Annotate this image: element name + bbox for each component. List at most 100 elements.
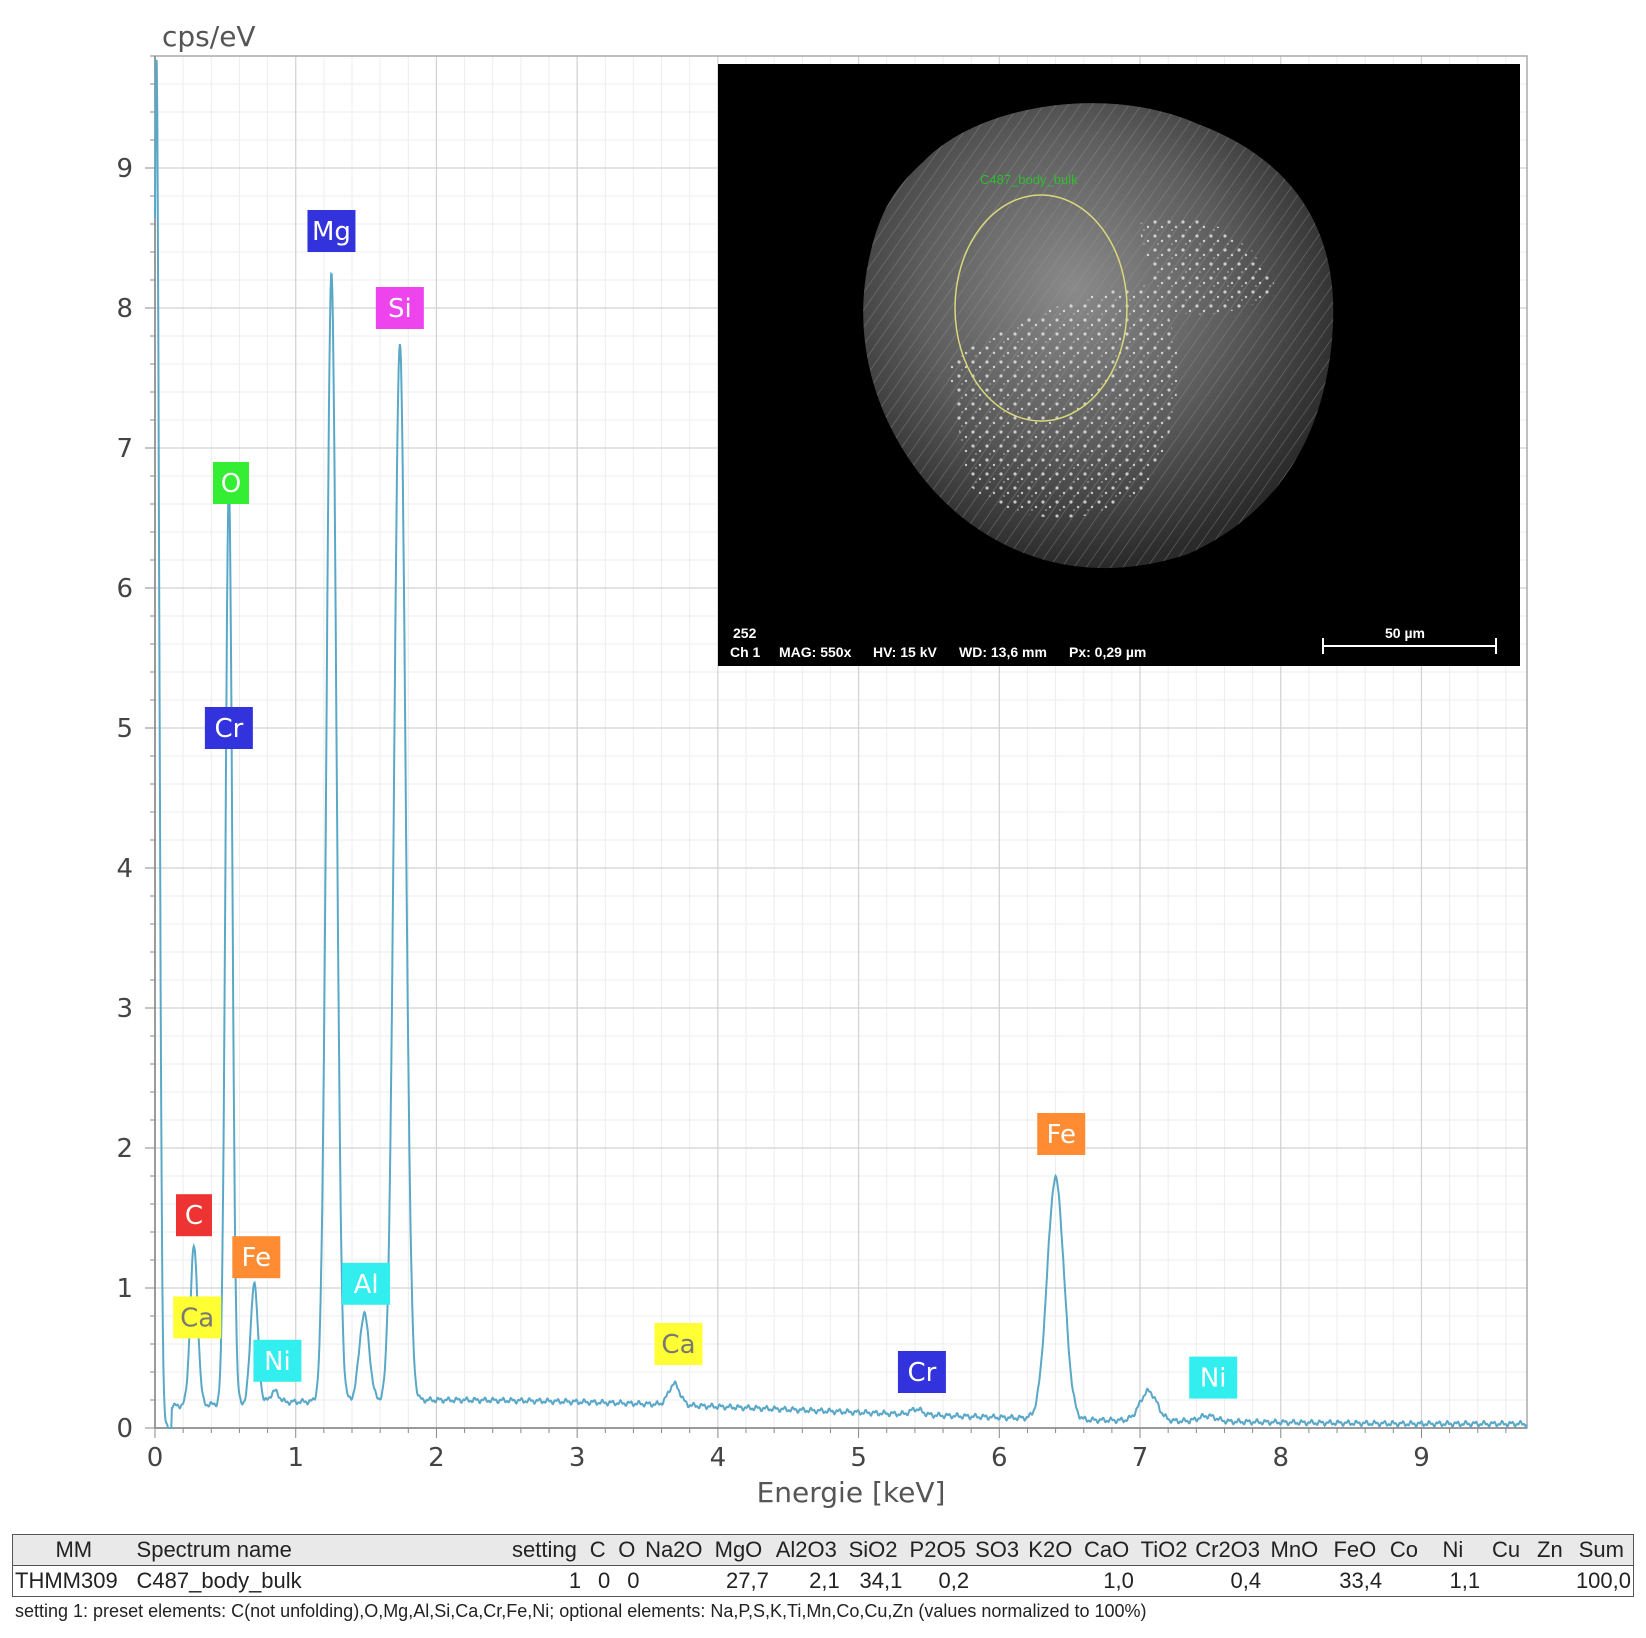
sem-image-number: 252 xyxy=(733,625,757,641)
table-cell: 27,7 xyxy=(706,1565,771,1597)
table-row: THMM309 C487_body_bulk 1 0 0 27,7 2,1 34,1 0,2 1,… xyxy=(11,1565,1634,1597)
table-header-cell: O xyxy=(612,1534,642,1566)
sem-scale-bar-label: 50 µm xyxy=(1385,625,1425,641)
table-header-cell: Ni xyxy=(1423,1534,1483,1566)
svg-text:Fe: Fe xyxy=(1046,1120,1076,1150)
table-header-cell: Al2O3 xyxy=(770,1534,842,1566)
peak-label-o: O xyxy=(212,462,249,504)
y-tick-label: 3 xyxy=(116,994,133,1024)
peak-label-ni: Ni xyxy=(1189,1356,1238,1399)
svg-text:Ni: Ni xyxy=(264,1347,291,1377)
sem-magnification: MAG: 550x xyxy=(779,644,852,660)
table-cell: 1,0 xyxy=(1077,1565,1136,1597)
peak-label-ni: Ni xyxy=(253,1339,302,1382)
table-header-row: MM Spectrum name setting C O Na2O MgO Al2O3 SiO2… xyxy=(11,1534,1634,1566)
x-tick-label: 7 xyxy=(1132,1443,1149,1473)
table-header-cell: FeO xyxy=(1325,1534,1385,1566)
x-axis: 0 1 2 3 4 5 6 7 8 9 xyxy=(147,1427,1527,1473)
x-tick-label: 6 xyxy=(991,1443,1008,1473)
peak-label-ca: Ca xyxy=(173,1296,222,1339)
sem-pixel-size: Px: 0,29 µm xyxy=(1069,644,1147,660)
table-cell xyxy=(971,1565,1024,1597)
svg-text:Cr: Cr xyxy=(214,714,243,744)
table-header-cell: Co xyxy=(1384,1534,1424,1566)
x-tick-label: 8 xyxy=(1272,1443,1289,1473)
table-header-cell: TiO2 xyxy=(1135,1534,1193,1566)
table-header-cell: Cu xyxy=(1482,1534,1531,1566)
table-header-cell: CaO xyxy=(1077,1534,1136,1566)
table-header-cell: Zn xyxy=(1530,1534,1570,1566)
table-cell xyxy=(1023,1565,1078,1597)
table-header-cell: K2O xyxy=(1023,1534,1078,1566)
x-axis-title: Energie [keV] xyxy=(757,1476,946,1509)
table-cell: 0,2 xyxy=(904,1565,972,1597)
table-cell: 100,0 xyxy=(1569,1565,1634,1597)
y-tick-label: 0 xyxy=(116,1414,133,1444)
svg-text:Cr: Cr xyxy=(907,1358,936,1388)
table-header-cell: P2O5 xyxy=(904,1534,972,1566)
sem-high-voltage: HV: 15 kV xyxy=(873,644,937,660)
results-table: MM Spectrum name setting C O Na2O MgO Al2O3 SiO2… xyxy=(11,1534,1634,1597)
sem-working-distance: WD: 13,6 mm xyxy=(959,644,1047,660)
table-cell: 33,4 xyxy=(1325,1565,1385,1597)
table-header-cell: MnO xyxy=(1263,1534,1326,1566)
peak-label-cr: Cr xyxy=(897,1351,946,1393)
peak-label-al: Al xyxy=(342,1262,391,1305)
table-cell: THMM309 xyxy=(11,1565,135,1597)
peak-labels: Mg Si O Cr C Fe Ca Ni Al Ca Cr Fe Ni xyxy=(173,210,1238,1399)
x-tick-label: 9 xyxy=(1413,1443,1430,1473)
peak-label-si: Si xyxy=(375,287,424,329)
table-cell xyxy=(641,1565,707,1597)
table-cell xyxy=(1263,1565,1326,1597)
x-tick-label: 1 xyxy=(287,1443,304,1473)
table-header-cell: Spectrum name xyxy=(134,1534,506,1566)
y-tick-label: 9 xyxy=(116,154,133,184)
x-tick-label: 2 xyxy=(428,1443,445,1473)
x-tick-label: 5 xyxy=(850,1443,867,1473)
table-cell: C487_body_bulk xyxy=(134,1565,506,1597)
y-tick-label: 2 xyxy=(116,1134,133,1164)
footnote: setting 1: preset elements: C(not unfold… xyxy=(15,1601,1147,1621)
y-tick-label: 1 xyxy=(116,1274,133,1304)
svg-text:Al: Al xyxy=(354,1270,379,1300)
y-axis-title: cps/eV xyxy=(162,20,256,53)
sem-particle-graphic xyxy=(863,103,1497,654)
svg-text:Fe: Fe xyxy=(242,1243,272,1273)
svg-text:O: O xyxy=(221,469,241,499)
svg-text:Mg: Mg xyxy=(312,217,351,247)
svg-text:Si: Si xyxy=(388,294,412,324)
x-tick-label: 4 xyxy=(710,1443,727,1473)
table-header-cell: setting xyxy=(505,1534,584,1566)
sem-channel: Ch 1 xyxy=(730,644,761,660)
svg-text:Ni: Ni xyxy=(1200,1364,1227,1394)
svg-text:Ca: Ca xyxy=(661,1330,695,1360)
table-header-cell: MM xyxy=(11,1534,135,1566)
x-tick-label: 0 xyxy=(147,1443,164,1473)
table-cell: 1 xyxy=(505,1565,584,1597)
peak-label-ca: Ca xyxy=(654,1323,703,1365)
table-header-cell: C xyxy=(583,1534,613,1566)
svg-text:Ca: Ca xyxy=(180,1303,214,1333)
table-cell xyxy=(1482,1565,1531,1597)
y-tick-label: 6 xyxy=(116,574,133,604)
table-cell: 2,1 xyxy=(770,1565,842,1597)
y-tick-label: 5 xyxy=(116,714,133,744)
y-axis: 0 1 2 3 4 5 6 7 8 9 xyxy=(116,55,156,1444)
y-tick-label: 7 xyxy=(116,434,133,464)
y-tick-label: 4 xyxy=(116,854,133,884)
peak-label-cr: Cr xyxy=(204,707,253,749)
table-cell: 34,1 xyxy=(841,1565,905,1597)
table-cell xyxy=(1135,1565,1193,1597)
table-cell xyxy=(1384,1565,1424,1597)
table-cell: 0 xyxy=(583,1565,613,1597)
peak-label-mg: Mg xyxy=(307,210,356,252)
sem-image: C487_body_bulk 252 Ch 1 MAG: 550x HV: 15… xyxy=(718,64,1520,666)
spectrum-line xyxy=(154,58,1528,1429)
y-tick-label: 8 xyxy=(116,294,133,324)
table-cell: 0 xyxy=(612,1565,642,1597)
peak-label-fe: Fe xyxy=(232,1236,281,1279)
x-tick-label: 3 xyxy=(569,1443,586,1473)
svg-text:C: C xyxy=(185,1201,203,1231)
sem-roi-ellipse xyxy=(954,194,1128,422)
table-cell xyxy=(1530,1565,1570,1597)
